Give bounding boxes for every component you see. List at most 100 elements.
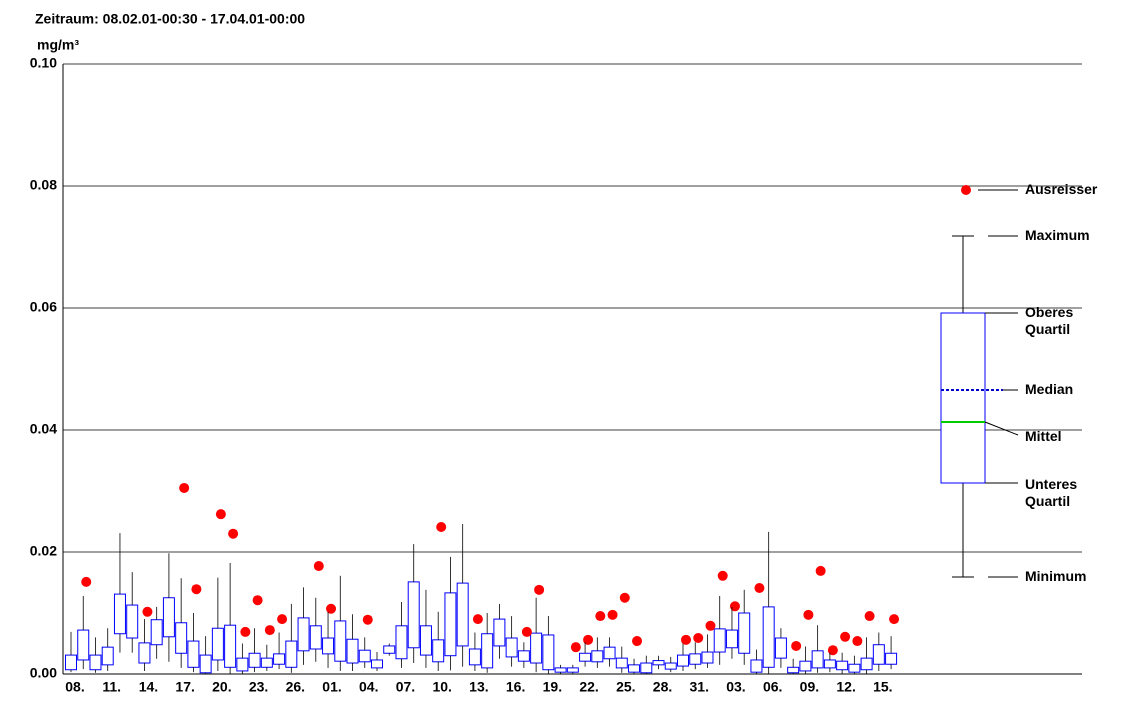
- box: [579, 652, 592, 662]
- outlier: [840, 631, 851, 642]
- box: [505, 637, 518, 658]
- legend-outlier: [961, 185, 971, 195]
- outlier: [803, 609, 814, 620]
- outlier: [240, 626, 251, 637]
- x-tick-label: 01.: [322, 679, 341, 695]
- outlier: [228, 528, 239, 539]
- y-tick-label: 0.10: [30, 55, 57, 71]
- box: [65, 654, 77, 671]
- x-tick-label: 09.: [800, 679, 819, 695]
- y-axis-label: mg/m³: [37, 37, 79, 53]
- x-tick-label: 20.: [212, 679, 231, 695]
- box: [481, 633, 494, 669]
- outlier: [815, 565, 826, 576]
- box: [126, 604, 139, 639]
- box: [811, 650, 824, 669]
- outlier: [534, 584, 545, 595]
- box: [407, 581, 420, 649]
- box: [395, 625, 408, 660]
- x-tick-label: 15.: [873, 679, 892, 695]
- box: [628, 664, 641, 673]
- x-tick-label: 07.: [396, 679, 415, 695]
- box: [640, 662, 653, 674]
- legend-label: Mittel: [1025, 428, 1062, 444]
- box: [224, 624, 237, 668]
- x-tick-label: 26.: [286, 679, 305, 695]
- box: [787, 666, 800, 674]
- x-tick-label: 25.: [616, 679, 635, 695]
- box: [713, 628, 726, 653]
- x-tick-label: 12.: [836, 679, 855, 695]
- outlier: [693, 633, 704, 644]
- pointer: [984, 421, 1019, 436]
- outlier: [179, 482, 190, 493]
- x-tick-label: 16.: [506, 679, 525, 695]
- box: [652, 660, 665, 666]
- outlier: [313, 561, 324, 572]
- box: [615, 657, 628, 669]
- box: [774, 637, 787, 659]
- y-tick-label: 0.00: [30, 665, 57, 681]
- outlier: [472, 614, 483, 625]
- box: [309, 625, 322, 650]
- outlier: [595, 611, 606, 622]
- y-tick-label: 0.08: [30, 177, 57, 193]
- box: [750, 659, 763, 673]
- legend-label: Median: [1025, 381, 1074, 397]
- outlier: [607, 609, 618, 620]
- legend-box: [940, 312, 986, 484]
- box: [530, 632, 543, 664]
- x-tick-label: 11.: [102, 679, 121, 695]
- box: [419, 625, 432, 656]
- outlier: [264, 625, 275, 636]
- outlier: [681, 634, 691, 645]
- box: [346, 638, 359, 664]
- legend-label: Maximum: [1025, 227, 1090, 243]
- outlier: [791, 640, 802, 651]
- x-tick-label: 04.: [359, 679, 378, 695]
- box: [358, 649, 371, 663]
- y-tick-label: 0.04: [30, 421, 57, 437]
- x-tick-label: 22.: [579, 679, 598, 695]
- outlier: [521, 626, 532, 637]
- box: [383, 645, 396, 654]
- outlier: [191, 584, 202, 595]
- x-tick-label: 28.: [653, 679, 672, 695]
- outlier: [717, 570, 728, 581]
- box: [89, 654, 102, 671]
- chart-title: Zeitraum: 08.02.01-00:30 - 17.04.01-00:0…: [35, 11, 305, 27]
- box: [444, 592, 457, 657]
- outlier: [436, 521, 447, 532]
- box: [860, 657, 873, 671]
- outlier: [326, 603, 337, 614]
- box: [432, 639, 445, 663]
- outlier: [142, 606, 153, 617]
- box: [836, 660, 849, 671]
- box: [162, 597, 175, 638]
- box: [542, 634, 555, 671]
- x-tick-label: 14.: [139, 679, 158, 695]
- box: [689, 653, 702, 665]
- legend-label: Oberes Quartil: [1025, 304, 1074, 337]
- outlier: [754, 582, 765, 593]
- outlier: [889, 614, 900, 625]
- x-tick-label: 17.: [175, 679, 194, 695]
- box: [175, 622, 188, 654]
- box: [468, 648, 481, 666]
- box: [150, 619, 163, 646]
- box: [872, 644, 885, 665]
- outlier: [570, 642, 581, 653]
- box: [285, 640, 298, 668]
- outlier: [729, 601, 740, 612]
- box: [603, 646, 616, 660]
- box: [517, 650, 530, 662]
- outlier: [362, 614, 373, 625]
- x-tick-label: 06.: [763, 679, 782, 695]
- legend-label: Minimum: [1025, 568, 1087, 584]
- outlier: [827, 645, 838, 656]
- outlier: [632, 636, 643, 647]
- outlier: [583, 634, 594, 645]
- box: [77, 629, 90, 661]
- box: [566, 667, 579, 673]
